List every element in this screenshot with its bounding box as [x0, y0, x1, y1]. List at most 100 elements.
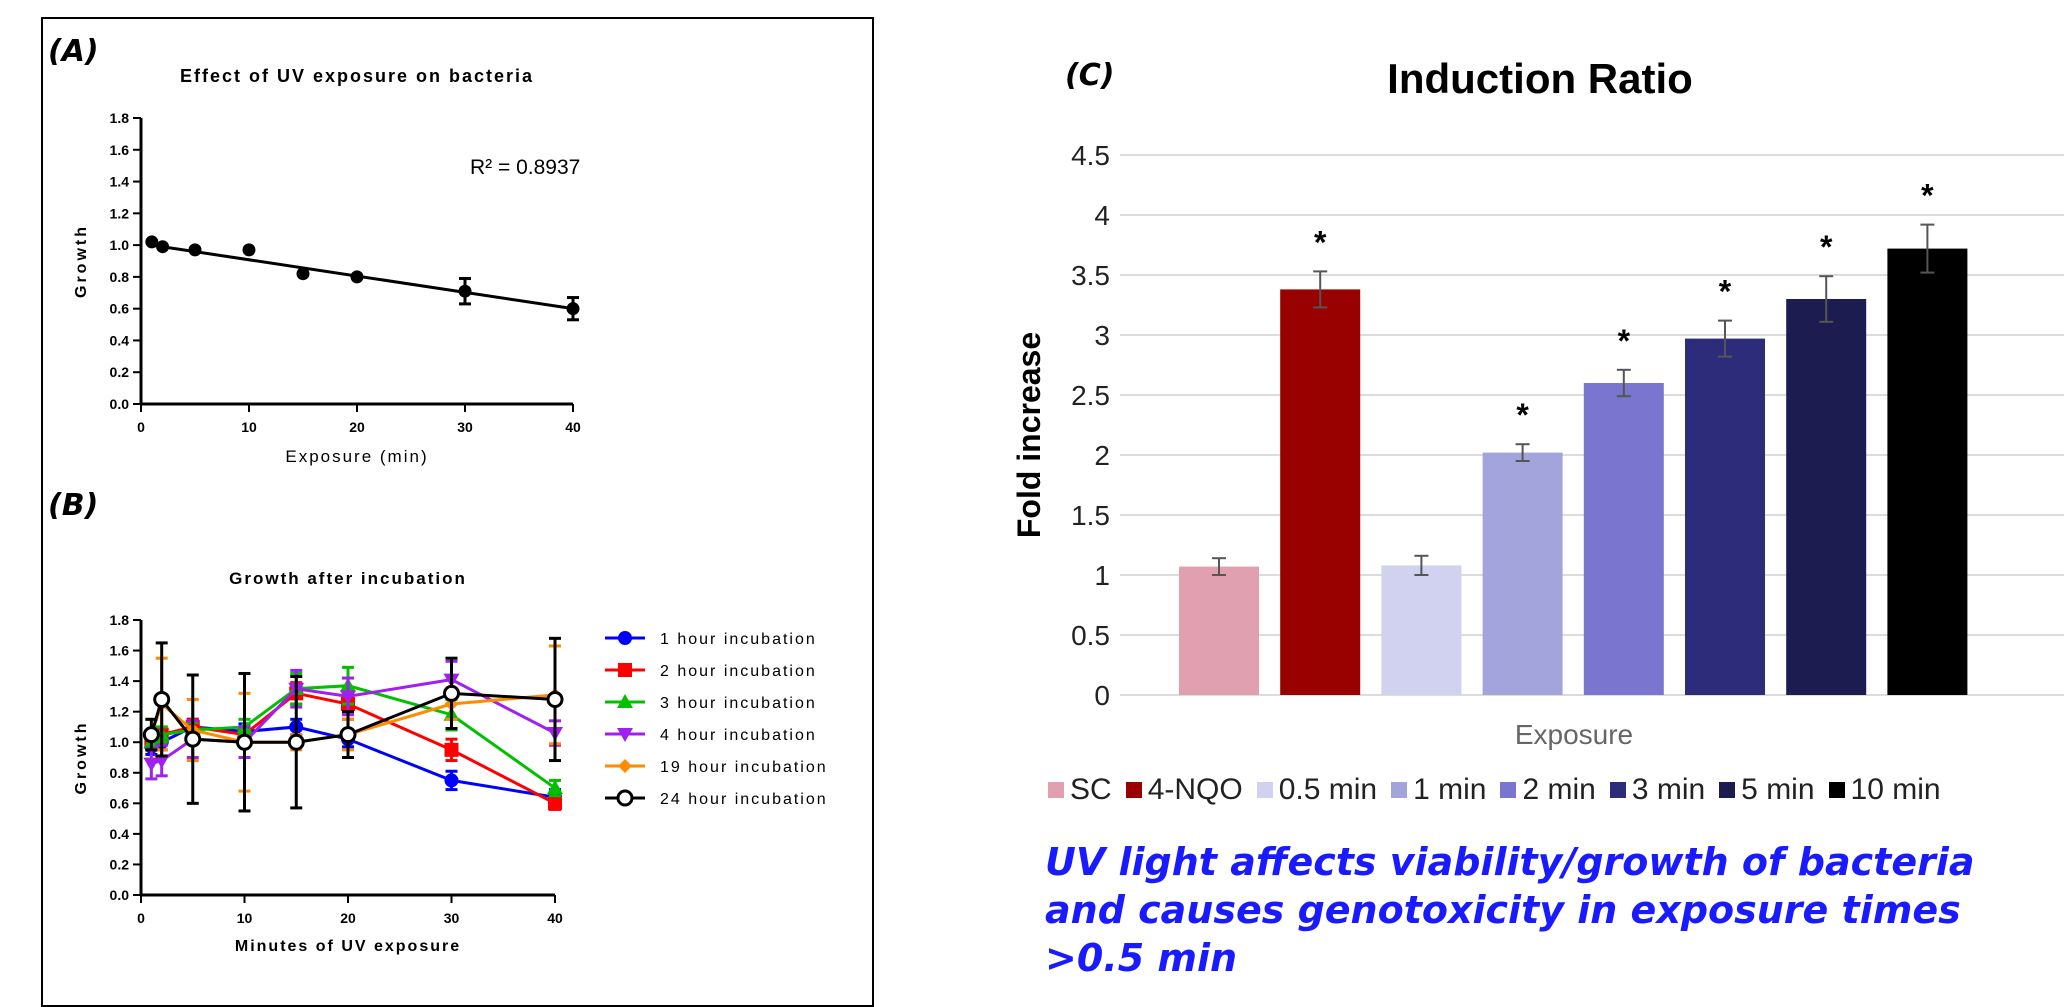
- chart-a-y-tick-label: 0.2: [110, 364, 130, 380]
- chart-b-x-tick-label: 20: [340, 910, 356, 926]
- chart-c-y-tick-label: 2.5: [1071, 380, 1110, 411]
- chart-c-legend-item: 5 min: [1719, 773, 1815, 807]
- chart-c-legend-label: 1 min: [1413, 773, 1487, 806]
- conclusion-line-3: >0.5 min: [1045, 936, 1238, 980]
- chart-b-point: [236, 733, 253, 751]
- chart-a-point: [350, 270, 364, 284]
- chart-a-point: [296, 267, 310, 281]
- chart-b-point: [444, 742, 459, 757]
- chart-c-y-tick-label: 1.5: [1071, 500, 1110, 531]
- chart-c-legend-swatch: [1125, 782, 1142, 798]
- chart-a-x-tick-label: 40: [565, 419, 581, 435]
- conclusion-text: UV light affects viability/growth of bac…: [1045, 838, 2025, 982]
- chart-b-point: [287, 733, 305, 751]
- chart-a-y-tick-label: 0.8: [110, 269, 130, 285]
- chart-b-point: [153, 754, 170, 769]
- chart-a-title: Effect of UV exposure on bacteria: [180, 66, 534, 86]
- chart-b-point: [339, 726, 357, 744]
- chart-c-y-tick-label: 0.5: [1071, 620, 1110, 651]
- chart-b-point: [184, 730, 202, 748]
- chart-a-point: [458, 284, 472, 298]
- chart-b-point: [546, 690, 564, 708]
- chart-a-x-axis-label: Exposure (min): [285, 447, 428, 466]
- chart-b-point: [340, 690, 356, 705]
- chart-c-legend-label: 5 min: [1741, 773, 1815, 806]
- chart-c-legend-label: 2 min: [1522, 773, 1596, 806]
- chart-c-legend-label: 10 min: [1850, 773, 1941, 806]
- chart-b-y-tick-label: 0.6: [110, 795, 130, 811]
- chart-b-legend-marker: [616, 789, 634, 807]
- chart-b-y-tick-label: 1.4: [110, 673, 130, 689]
- panel-letter-c: (C): [1065, 58, 1115, 93]
- chart-c-y-tick-label: 1: [1094, 560, 1110, 591]
- chart-c-legend-item: 1 min: [1391, 773, 1486, 807]
- chart-c-significance-asterisk: *: [1618, 323, 1631, 359]
- chart-c-significance-asterisk: *: [1921, 178, 1934, 214]
- left-figure-frame: [41, 17, 874, 1007]
- panel-letter-b: (B): [48, 488, 99, 523]
- conclusion-line-1: UV light affects viability/growth of bac…: [1045, 840, 1975, 884]
- chart-a-x-tick-label: 30: [457, 419, 473, 435]
- chart-c-bar: [1786, 299, 1867, 695]
- chart-c-significance-asterisk: *: [1516, 397, 1529, 433]
- chart-b-legend-label: 4 hour incubation: [660, 727, 817, 744]
- chart-b-y-tick-label: 0.2: [110, 856, 130, 872]
- chart-c-y-tick-label: 0: [1094, 680, 1110, 711]
- chart-c-bar: [1280, 289, 1361, 695]
- chart-b-y-tick-label: 0.0: [110, 887, 130, 903]
- chart-a-y-tick-label: 1.0: [110, 237, 130, 253]
- chart-c-legend: SC 4-NQO 0.5 min 1 min 2 min 3 min 5 min 10 min: [1048, 773, 1955, 807]
- chart-c-legend-label: 3 min: [1631, 773, 1706, 806]
- chart-c-induction-ratio: Induction Ratio 0 0.5 1 1.5 2 2.5 3 3.5 4 4.5 Fold …: [1011, 55, 2064, 750]
- chart-c-y-tick-label: 3: [1094, 320, 1110, 351]
- chart-a-y-tick-label: 1.2: [110, 205, 130, 221]
- chart-c-legend-item: 3 min: [1609, 773, 1706, 807]
- chart-a-x-tick-label: 0: [137, 419, 145, 435]
- chart-c-y-axis-label: Fold increase: [1011, 332, 1047, 538]
- chart-a-y-axis-label: Growth: [73, 224, 90, 298]
- chart-b-x-tick-label: 40: [547, 910, 563, 926]
- chart-b-title: Growth after incubation: [229, 569, 467, 588]
- chart-c-legend-swatch: [1391, 782, 1408, 798]
- chart-c-significance-asterisk: *: [1719, 274, 1732, 310]
- chart-b-point: [142, 726, 160, 744]
- panel-letter-a: (A): [48, 34, 99, 69]
- chart-b-point: [548, 796, 562, 811]
- chart-c-legend-label: 0.5 min: [1278, 773, 1378, 806]
- chart-b-legend-label: 1 hour incubation: [660, 631, 817, 648]
- chart-b-point: [547, 780, 563, 795]
- chart-a-point: [156, 240, 170, 254]
- chart-a-y-tick-label: 1.4: [110, 174, 130, 190]
- chart-b-growth-after-incubation: Growth after incubation 0.0 0.2 0.4 0.6 0.8 1.…: [73, 569, 826, 955]
- chart-b-legend-marker: [618, 759, 632, 773]
- chart-b-y-tick-label: 1.0: [110, 734, 130, 750]
- chart-c-significance-asterisk: *: [1820, 229, 1833, 265]
- chart-a-y-tick-label: 0.0: [110, 396, 130, 412]
- chart-c-bar: [1179, 566, 1259, 695]
- chart-a-point: [188, 243, 202, 257]
- conclusion-line-2: and causes genotoxicity in exposure time…: [1045, 888, 1961, 932]
- chart-a-point: [145, 235, 159, 249]
- chart-c-bar: [1887, 248, 1968, 695]
- chart-a-y-tick-label: 0.4: [110, 332, 130, 348]
- chart-c-legend-label: 4-NQO: [1147, 773, 1243, 806]
- chart-b-point: [444, 773, 459, 788]
- chart-b-point: [153, 690, 171, 708]
- chart-c-significance-asterisk: *: [1314, 224, 1327, 260]
- chart-b-legend-marker: [618, 631, 632, 645]
- chart-b-x-tick-label: 0: [137, 910, 145, 926]
- chart-b-x-axis-label: Minutes of UV exposure: [235, 938, 461, 955]
- chart-c-legend-swatch: [1500, 782, 1517, 798]
- chart-b-legend-marker: [618, 663, 632, 677]
- chart-a-uv-exposure: Effect of UV exposure on bacteria 0.0 0.2 0…: [73, 66, 581, 466]
- chart-c-y-tick-label: 3.5: [1071, 260, 1110, 291]
- chart-b-y-tick-label: 1.6: [110, 643, 130, 659]
- chart-a-r-squared-annotation: R² = 0.8937: [470, 156, 580, 179]
- chart-c-legend-item: 2 min: [1500, 773, 1596, 807]
- chart-c-legend-swatch: [1256, 782, 1273, 798]
- chart-c-y-tick-label: 2: [1094, 440, 1110, 471]
- chart-c-legend-label: SC: [1070, 773, 1112, 806]
- chart-c-bar: [1685, 338, 1765, 695]
- chart-b-point: [443, 684, 460, 702]
- chart-b-y-axis-label: Growth: [73, 721, 90, 795]
